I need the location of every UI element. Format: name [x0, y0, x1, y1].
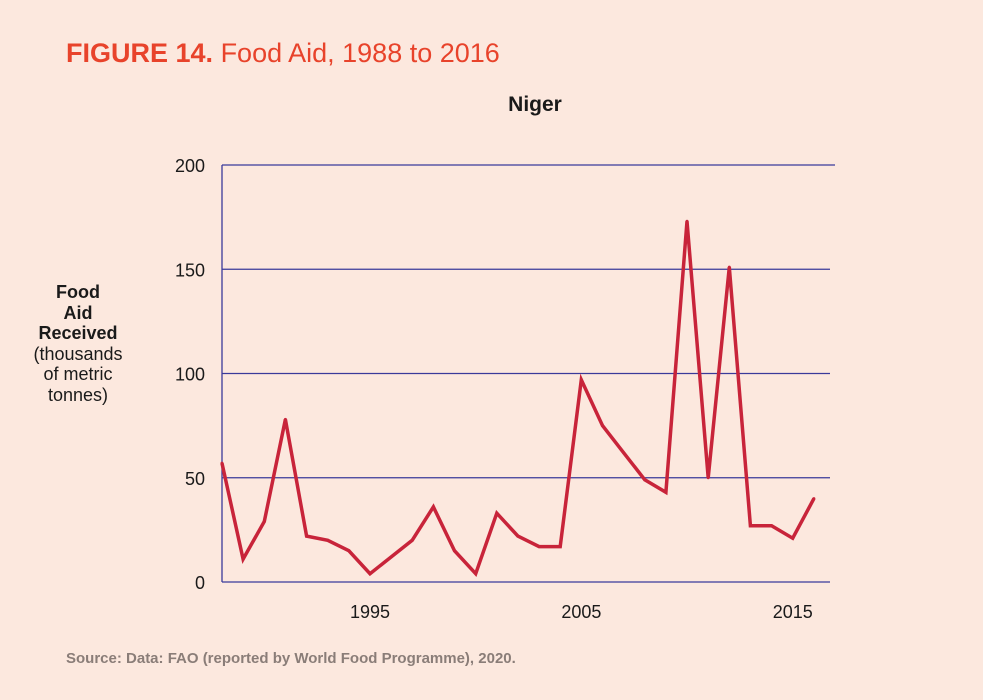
y-axis-label: Food Aid Received (thousands of metric t…	[18, 282, 138, 405]
y-axis-label-line-2: Aid	[63, 302, 93, 323]
data-point-2000	[474, 572, 478, 576]
data-point-2016	[812, 497, 816, 501]
data-point-2006	[600, 424, 604, 428]
data-point-2010	[685, 219, 689, 223]
data-point-1993	[326, 538, 330, 542]
data-point-2011	[706, 476, 710, 480]
data-point-1994	[347, 549, 351, 553]
data-point-2003	[537, 545, 541, 549]
figure-number: FIGURE 14.	[66, 38, 214, 68]
data-point-2004	[558, 545, 562, 549]
y-tick-label-150: 150	[175, 260, 205, 280]
data-point-1988	[220, 461, 224, 465]
source-note: Source: Data: FAO (reported by World Foo…	[66, 650, 516, 667]
y-tick-label-50: 50	[185, 469, 205, 489]
data-point-2001	[495, 511, 499, 515]
figure-title: FIGURE 14. Food Aid, 1988 to 2016	[66, 38, 500, 69]
data-point-1997	[410, 538, 414, 542]
data-point-1999	[453, 549, 457, 553]
data-point-2008	[643, 478, 647, 482]
data-point-1990	[262, 520, 266, 524]
y-axis-unit-line-1: (thousands	[33, 343, 123, 364]
data-point-2015	[791, 536, 795, 540]
data-point-2013	[748, 524, 752, 528]
data-point-2009	[664, 490, 668, 494]
series-line-0	[220, 221, 816, 578]
y-axis-unit-line-2: of metric	[43, 364, 113, 384]
y-tick-label-100: 100	[175, 365, 205, 385]
data-point-1998	[431, 505, 435, 509]
x-tick-label-2015: 2015	[773, 602, 813, 622]
chart-title: Niger	[508, 93, 562, 116]
y-axis-unit-line-3: tonnes)	[47, 384, 109, 405]
data-point-2007	[622, 451, 626, 455]
data-point-2012	[727, 265, 731, 269]
x-tick-label-2005: 2005	[561, 602, 601, 622]
data-point-1996	[389, 555, 393, 559]
y-axis-label-line-1: Food	[56, 282, 100, 302]
data-point-2002	[516, 534, 520, 538]
y-axis-label-line-3: Received	[38, 323, 118, 343]
data-point-2005	[579, 378, 583, 382]
data-point-1992	[305, 534, 309, 538]
figure-title-text: Food Aid, 1988 to 2016	[220, 38, 500, 68]
data-point-1989	[241, 557, 245, 561]
data-point-1991	[283, 417, 287, 421]
x-tick-label-1995: 1995	[350, 602, 390, 622]
data-point-2014	[770, 524, 774, 528]
y-tick-label-0: 0	[195, 573, 205, 593]
y-tick-label-200: 200	[175, 156, 205, 176]
data-point-1995	[368, 572, 372, 576]
